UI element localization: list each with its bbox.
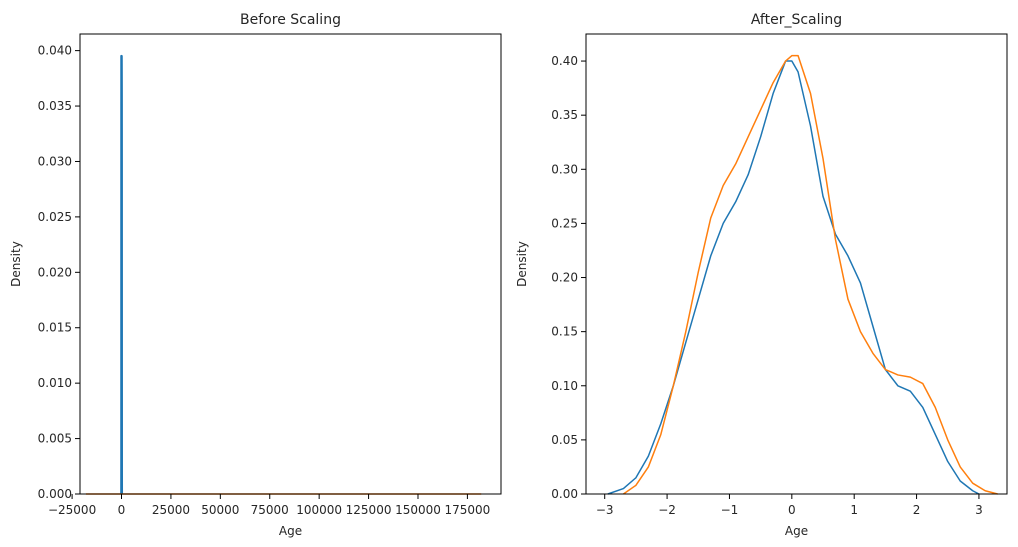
x-tick-label: 175000 [444,503,490,517]
chart-after-scaling: −3 −2 −1 0 1 2 3 0.00 0.05 0.10 0.15 0.20 0.25 0.30 0.… [515,12,1008,538]
y-tick-label: 0.000 [38,487,72,501]
y-tick-label: 0.005 [38,432,72,446]
x-tick-label: 100000 [296,503,342,517]
x-tick-label: −3 [596,503,614,517]
chart-title: After_Scaling [751,12,842,28]
y-tick-label: 0.05 [551,433,578,447]
x-axis-label: Age [279,524,302,538]
y-axis-label: Density [515,241,529,287]
y-tick-label: 0.020 [38,265,72,279]
y-tick-label: 0.030 [38,154,72,168]
chart-before-scaling: −25000 0 25000 50000 75000 100000 125000 150000… [9,12,502,538]
x-axis-label: Age [785,524,808,538]
x-tick-label: 50000 [201,503,239,517]
y-tick-label: 0.20 [551,271,578,285]
x-tick-label: 0 [788,503,796,517]
x-tick-label: 2 [913,503,921,517]
x-tick-label: 150000 [395,503,441,517]
y-tick-label: 0.040 [38,44,72,58]
y-tick-label: 0.30 [551,162,578,176]
y-tick-label: 0.035 [38,99,72,113]
y-tick-label: 0.15 [551,325,578,339]
x-tick-label: 0 [118,503,126,517]
x-tick-label: 1 [850,503,858,517]
y-tick-label: 0.015 [38,321,72,335]
axes-frame [79,33,502,495]
y-tick-label: 0.25 [551,216,578,230]
series-line-1 [607,60,980,495]
series-line-2 [622,54,998,495]
x-tick-label: −2 [658,503,676,517]
y-tick-label: 0.40 [551,54,578,68]
y-axis-label: Density [9,241,23,287]
x-tick-label: 25000 [152,503,190,517]
y-tick-label: 0.00 [551,487,578,501]
chart-title: Before Scaling [240,12,341,28]
y-tick-label: 0.10 [551,379,578,393]
x-tick-label: 3 [975,503,983,517]
x-tick-label: 125000 [346,503,392,517]
y-tick-label: 0.025 [38,210,72,224]
y-tick-label: 0.35 [551,108,578,122]
x-tick-label: 75000 [251,503,289,517]
x-tick-label: −1 [721,503,739,517]
y-tick-label: 0.010 [38,376,72,390]
axes-frame [585,33,1008,495]
x-tick-label: −25000 [48,503,96,517]
